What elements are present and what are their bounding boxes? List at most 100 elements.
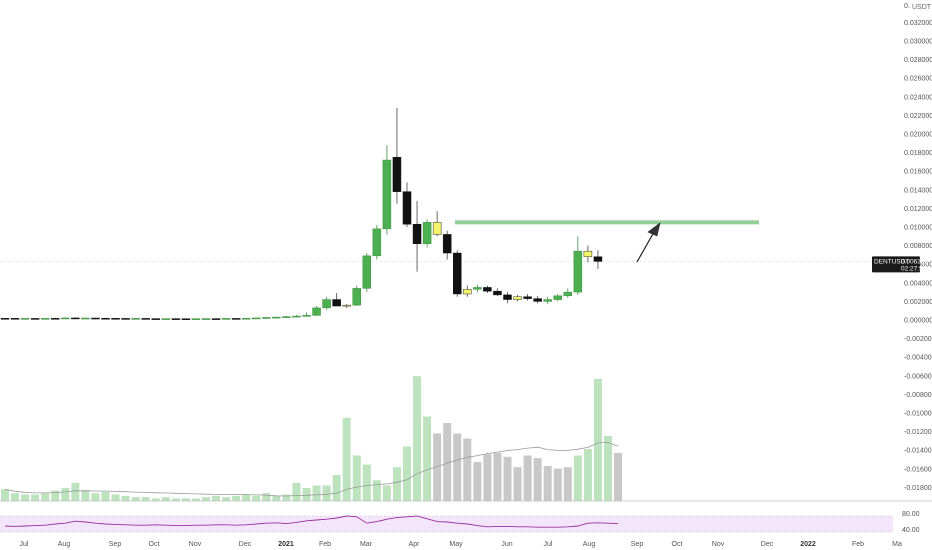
- candle-body: [302, 315, 311, 317]
- volume-bar: [232, 495, 241, 501]
- volume-bar: [151, 498, 160, 501]
- candle-body: [312, 307, 321, 316]
- candle-body: [262, 317, 271, 319]
- volume-bar: [503, 456, 512, 501]
- volume-bar: [372, 480, 381, 501]
- volume-bar: [403, 446, 411, 501]
- current-price-badge: DENTUSDT 0.006305 02:27:51: [872, 256, 928, 273]
- price-tick: -0.002000: [904, 336, 932, 343]
- volume-bar: [573, 455, 582, 501]
- volume-bar: [413, 376, 422, 501]
- price-axis: 0.032000 0.030000 0.028000 0.026000 0.024000…: [904, 20, 932, 492]
- volume-bar: [292, 482, 301, 501]
- volume-bar: [463, 438, 472, 501]
- price-tick: 0.020000: [904, 132, 932, 139]
- price-tick: -0.018000: [904, 485, 932, 492]
- price-tick: 0.000000: [904, 318, 932, 325]
- time-axis: Jul Aug Sep Oct Nov Dec 2021 Feb Mar Apr May Jun Jul…: [20, 541, 902, 548]
- volume-bar: [604, 436, 612, 501]
- volume-bar: [272, 495, 281, 501]
- volume-bar: [91, 493, 100, 501]
- price-tick: 0.032000: [904, 20, 932, 27]
- volume-bar: [252, 495, 261, 501]
- price-tick: 0.022000: [904, 113, 932, 120]
- candle-body: [241, 317, 251, 320]
- current-price-value: 0.006305: [901, 258, 928, 265]
- volume-bar: [332, 475, 341, 501]
- price-tick: -0.004000: [904, 355, 932, 362]
- price-tick: 0.018000: [904, 150, 932, 157]
- volume-bar: [352, 455, 361, 501]
- projection-arrow: [636, 222, 661, 263]
- volume-bar: [453, 433, 462, 501]
- candle-body: [583, 250, 593, 258]
- price-tick: 0.012000: [904, 206, 932, 213]
- candle-body: [473, 287, 482, 290]
- volume-bar: [141, 497, 150, 501]
- volume-bar: [11, 493, 20, 501]
- price-tick: -0.014000: [904, 448, 932, 455]
- candle-body: [171, 318, 181, 320]
- price-tick: 0.016000: [904, 169, 932, 176]
- time-tick: Jun: [501, 541, 512, 548]
- volume-bar: [533, 458, 542, 501]
- candles: [0, 107, 603, 320]
- candle-body: [523, 296, 532, 299]
- candle-body: [533, 298, 542, 302]
- time-tick: Feb: [852, 541, 864, 548]
- volume-bar: [543, 465, 552, 501]
- volume-bar: [181, 498, 190, 501]
- candle-body: [553, 295, 562, 300]
- volume-bar: [171, 498, 180, 501]
- volume-bar: [473, 462, 482, 501]
- time-tick: Jul: [544, 541, 553, 548]
- volume-bar: [41, 493, 50, 501]
- candle-body: [543, 299, 552, 302]
- volume-bar: [312, 485, 321, 501]
- volume-bar: [111, 494, 120, 501]
- time-tick: Dec: [239, 541, 252, 548]
- volume-bar: [51, 490, 60, 501]
- candle-body: [432, 222, 442, 235]
- volume-moving-average: [4, 441, 619, 497]
- rsi-tick-80: 80.00: [902, 511, 920, 518]
- candle-body: [161, 318, 171, 320]
- time-tick: Nov: [189, 541, 202, 548]
- volume-bar: [212, 495, 221, 501]
- volume-bar: [563, 467, 572, 501]
- candle-body: [81, 317, 90, 320]
- time-tick: Apr: [409, 541, 421, 548]
- time-tick: Aug: [583, 541, 596, 548]
- candle-body: [101, 317, 110, 320]
- candle-body: [422, 222, 432, 244]
- time-tick: Aug: [58, 541, 71, 548]
- candle-body: [563, 291, 573, 297]
- time-tick: Ma: [892, 541, 902, 548]
- resistance-line: [455, 220, 759, 225]
- volume-bar: [423, 416, 432, 501]
- price-tick: 0.004000: [904, 280, 932, 287]
- volume-bar: [583, 449, 592, 501]
- volume-bar: [222, 497, 231, 501]
- volume-bar: [493, 452, 502, 501]
- price-tick: 0.010000: [904, 225, 932, 232]
- price-tick: -0.016000: [904, 466, 932, 473]
- price-tick: 0.028000: [904, 57, 932, 64]
- candle-body: [493, 290, 502, 296]
- time-tick: Oct: [672, 541, 683, 548]
- candle-body: [362, 255, 372, 289]
- time-tick: Feb: [319, 541, 331, 548]
- volume-bar: [191, 498, 200, 501]
- volume-bar: [1, 489, 9, 501]
- candle-body: [513, 296, 522, 300]
- time-tick: Jul: [20, 541, 29, 548]
- time-tick: May: [449, 541, 463, 548]
- candle-body: [322, 299, 331, 309]
- volume-bar: [121, 495, 130, 501]
- time-tick: 2021: [278, 541, 294, 548]
- candle-body: [91, 317, 100, 320]
- candle-body: [402, 191, 412, 225]
- rsi-tick-40: 40.00: [902, 527, 920, 534]
- candle-body: [51, 318, 60, 320]
